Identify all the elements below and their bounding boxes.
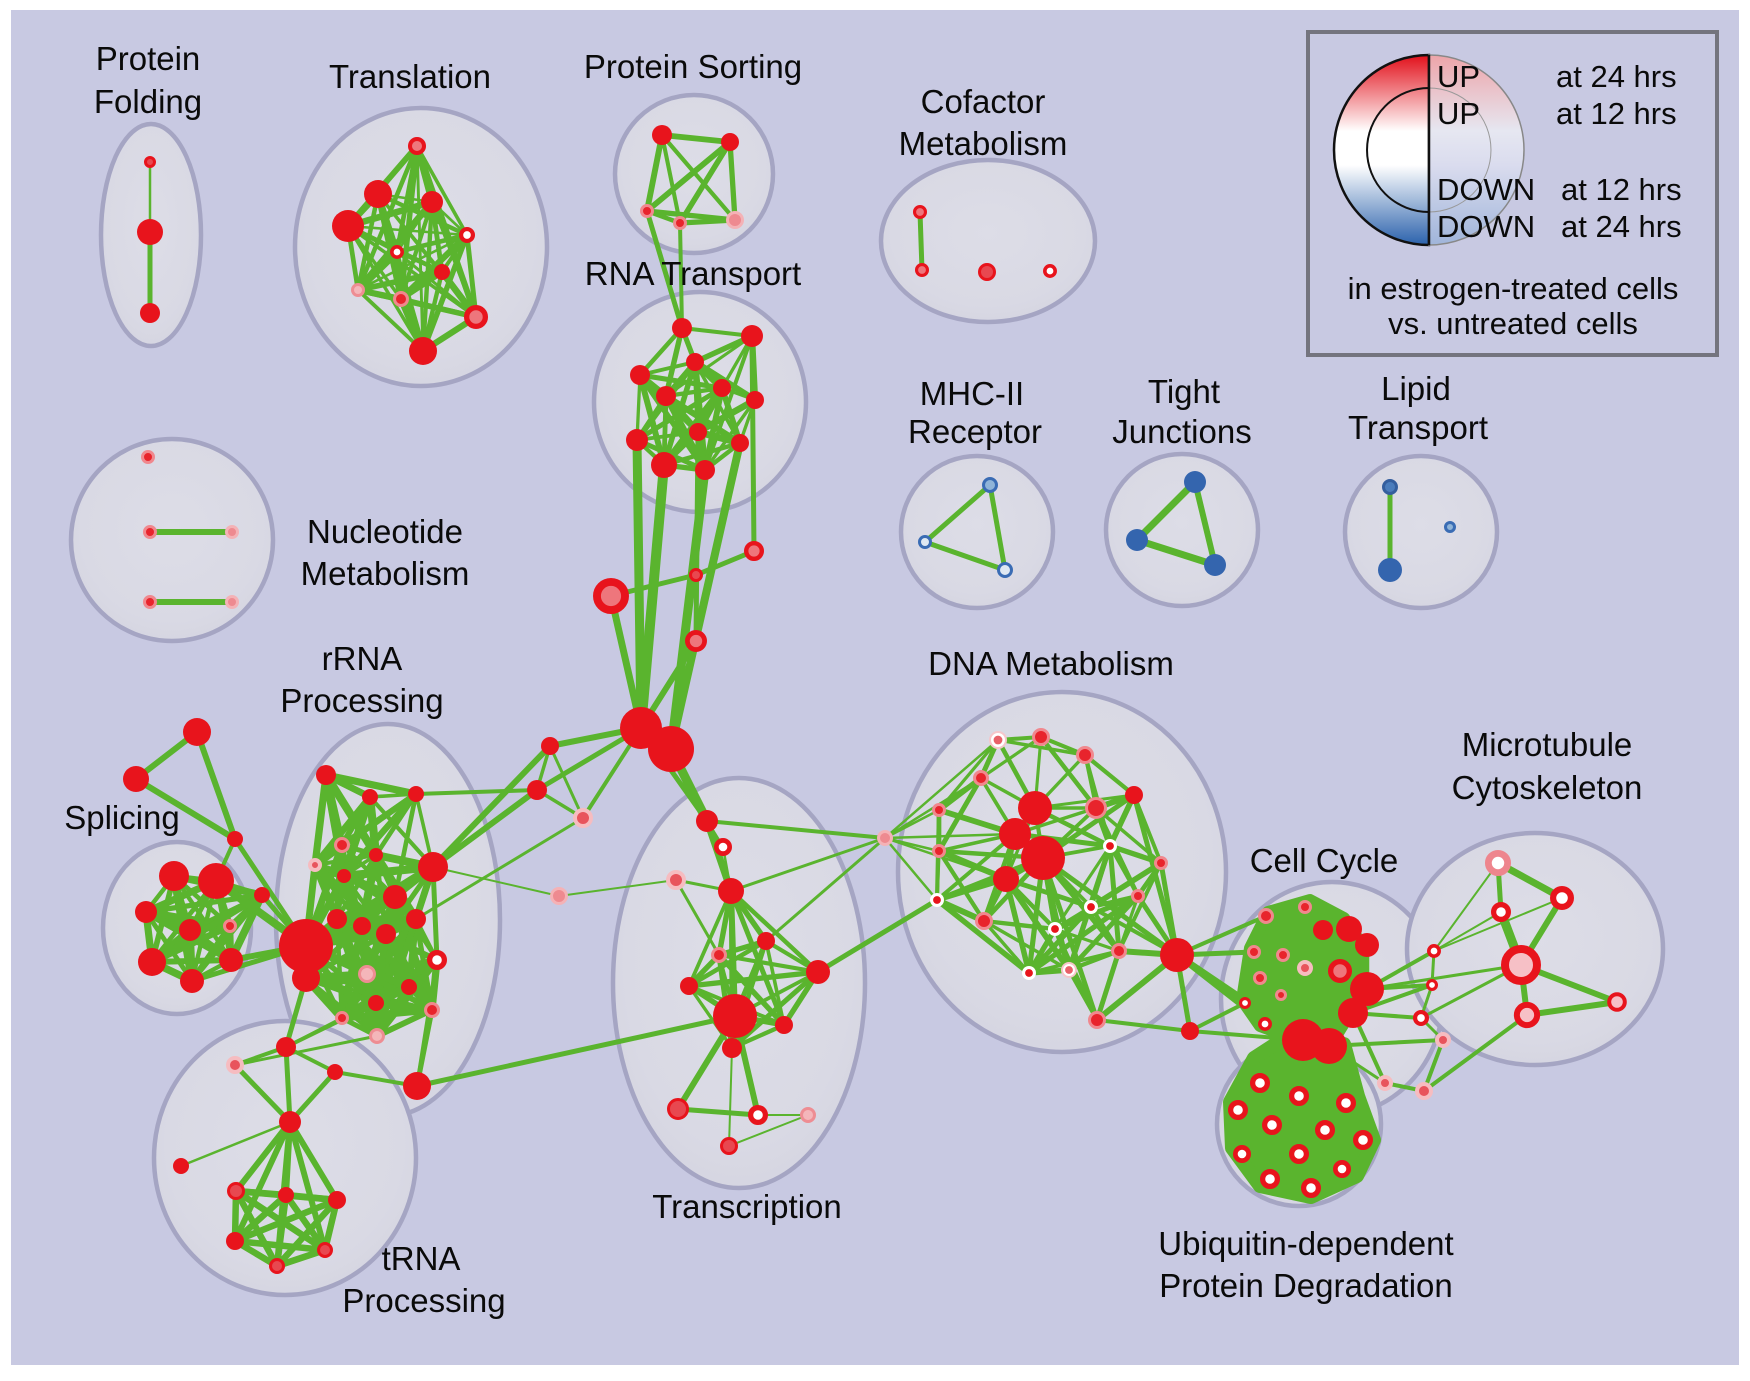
- svg-text:Cofactor: Cofactor: [921, 83, 1046, 120]
- svg-text:Metabolism: Metabolism: [301, 555, 470, 592]
- svg-text:Cytoskeleton: Cytoskeleton: [1452, 769, 1643, 806]
- svg-text:UP: UP: [1437, 96, 1480, 131]
- svg-text:Lipid: Lipid: [1381, 370, 1451, 407]
- svg-text:Processing: Processing: [280, 682, 443, 719]
- svg-text:at 24 hrs: at 24 hrs: [1556, 59, 1677, 94]
- svg-text:at 12 hrs: at 12 hrs: [1561, 172, 1682, 207]
- svg-text:vs. untreated cells: vs. untreated cells: [1388, 306, 1638, 341]
- svg-text:rRNA: rRNA: [322, 640, 403, 677]
- svg-text:Ubiquitin-dependent: Ubiquitin-dependent: [1158, 1225, 1453, 1262]
- svg-text:DNA Metabolism: DNA Metabolism: [928, 645, 1174, 682]
- svg-text:Protein Sorting: Protein Sorting: [584, 48, 802, 85]
- svg-text:Transcription: Transcription: [652, 1188, 842, 1225]
- svg-text:Protein: Protein: [96, 40, 201, 77]
- svg-text:DOWN: DOWN: [1437, 172, 1535, 207]
- svg-text:UP: UP: [1437, 59, 1480, 94]
- svg-text:at 12 hrs: at 12 hrs: [1556, 96, 1677, 131]
- svg-text:Transport: Transport: [1348, 409, 1488, 446]
- svg-text:Translation: Translation: [329, 58, 491, 95]
- svg-text:Metabolism: Metabolism: [899, 125, 1068, 162]
- svg-text:in estrogen-treated cells: in estrogen-treated cells: [1348, 271, 1679, 306]
- svg-text:tRNA: tRNA: [382, 1240, 461, 1277]
- svg-text:Processing: Processing: [342, 1282, 505, 1319]
- svg-text:Junctions: Junctions: [1112, 413, 1251, 450]
- svg-text:Receptor: Receptor: [908, 413, 1042, 450]
- svg-text:Tight: Tight: [1148, 373, 1220, 410]
- svg-text:Splicing: Splicing: [64, 799, 180, 836]
- svg-text:Protein Degradation: Protein Degradation: [1159, 1267, 1453, 1304]
- svg-text:MHC-II: MHC-II: [920, 375, 1024, 412]
- svg-text:at 24 hrs: at 24 hrs: [1561, 209, 1682, 244]
- svg-text:Microtubule: Microtubule: [1462, 726, 1633, 763]
- svg-text:Folding: Folding: [94, 83, 202, 120]
- svg-text:RNA Transport: RNA Transport: [585, 255, 801, 292]
- svg-text:Nucleotide: Nucleotide: [307, 513, 463, 550]
- svg-text:DOWN: DOWN: [1437, 209, 1535, 244]
- svg-text:Cell Cycle: Cell Cycle: [1250, 842, 1399, 879]
